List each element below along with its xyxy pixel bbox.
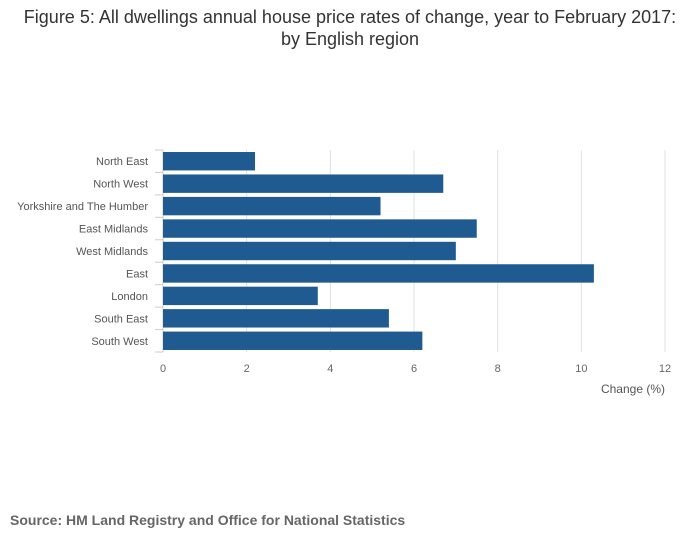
- category-label: South East: [94, 313, 148, 325]
- x-tick-label: 8: [495, 363, 501, 375]
- bar: [163, 241, 456, 261]
- bars: [163, 152, 594, 350]
- bar: [163, 196, 381, 216]
- category-label: North West: [93, 179, 148, 191]
- category-label: London: [111, 291, 148, 303]
- source-note: Source: HM Land Registry and Office for …: [10, 512, 406, 528]
- x-tick-label: 0: [160, 363, 166, 375]
- category-label: East Midlands: [79, 224, 149, 236]
- chart-title: Figure 5: All dwellings annual house pri…: [23, 7, 677, 49]
- bar: [163, 309, 389, 328]
- category-label: North East: [96, 156, 148, 168]
- x-axis-title: Change (%): [601, 382, 665, 396]
- category-label: East: [126, 268, 148, 280]
- x-tick-label: 12: [659, 363, 671, 375]
- category-label: South West: [91, 336, 148, 348]
- category-label: Yorkshire and The Humber: [17, 201, 148, 213]
- category-labels: North East North West Yorkshire and The Hu…: [17, 156, 148, 348]
- bar: [163, 174, 444, 193]
- bar: [163, 331, 423, 350]
- x-tick-label: 6: [411, 363, 417, 375]
- bar: [163, 264, 594, 283]
- category-label: West Midlands: [76, 246, 148, 258]
- x-tick-label: 2: [244, 363, 250, 375]
- category-axis: [155, 149, 164, 353]
- x-tick-label: 10: [575, 363, 587, 375]
- bar: [163, 286, 318, 306]
- bar: [163, 219, 477, 238]
- x-axis-ticks: 0 2 4 6 8 10 12: [160, 363, 671, 375]
- bar: [163, 152, 256, 171]
- x-tick-label: 4: [327, 363, 333, 375]
